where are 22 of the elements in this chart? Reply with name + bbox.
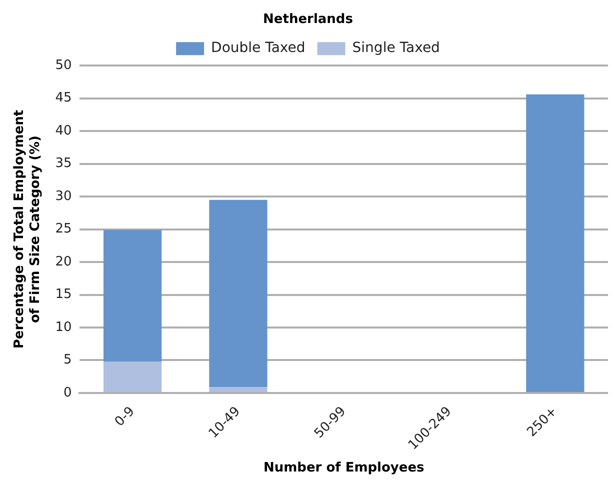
y-tick-label: 40 — [55, 123, 72, 138]
bar — [104, 362, 162, 392]
y-tick-label: 30 — [55, 188, 72, 204]
y-tick-label: 20 — [55, 254, 72, 270]
legend-label: Double Taxed — [211, 40, 306, 56]
y-tick-label: 35 — [55, 156, 72, 172]
y-tick-label: 25 — [55, 222, 72, 237]
legend-label: Single Taxed — [352, 40, 440, 56]
y-tick-label: 0 — [63, 385, 72, 400]
y-tick-label: 10 — [55, 320, 72, 335]
x-tick-label: 0-9 — [112, 404, 138, 430]
bar — [526, 94, 584, 392]
x-axis-title: Number of Employees — [263, 460, 425, 476]
y-tick-label: 45 — [55, 90, 72, 106]
bar — [209, 200, 268, 388]
y-tick-label: 15 — [55, 287, 72, 302]
chart-title: Netherlands — [263, 12, 354, 28]
bar — [104, 230, 162, 362]
y-axis-title: Percentage of Total Employment of Firm Size Category (%) — [12, 110, 43, 349]
y-tick-label: 5 — [63, 352, 72, 368]
y-tick-label: 50 — [55, 58, 72, 73]
bar — [209, 387, 268, 392]
